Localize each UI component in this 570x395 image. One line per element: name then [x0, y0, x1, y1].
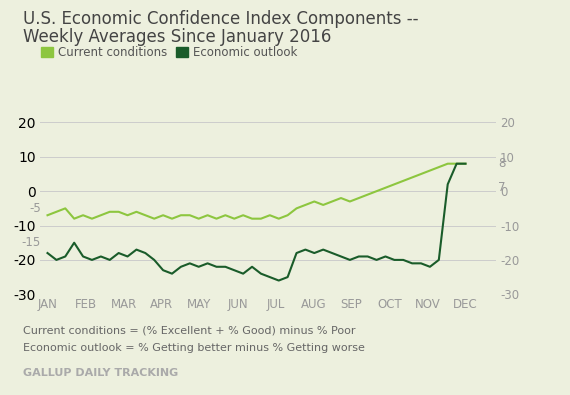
Text: -15: -15 — [22, 236, 40, 249]
Text: GALLUP DAILY TRACKING: GALLUP DAILY TRACKING — [23, 368, 178, 378]
Text: 8: 8 — [498, 157, 505, 170]
Text: Weekly Averages Since January 2016: Weekly Averages Since January 2016 — [23, 28, 331, 47]
Text: Economic outlook = % Getting better minus % Getting worse: Economic outlook = % Getting better minu… — [23, 343, 365, 353]
Text: U.S. Economic Confidence Index Components --: U.S. Economic Confidence Index Component… — [23, 10, 418, 28]
Text: 7: 7 — [498, 181, 505, 194]
Text: -5: -5 — [29, 202, 40, 215]
Legend: Current conditions, Economic outlook: Current conditions, Economic outlook — [41, 46, 298, 59]
Text: Current conditions = (% Excellent + % Good) minus % Poor: Current conditions = (% Excellent + % Go… — [23, 326, 355, 336]
